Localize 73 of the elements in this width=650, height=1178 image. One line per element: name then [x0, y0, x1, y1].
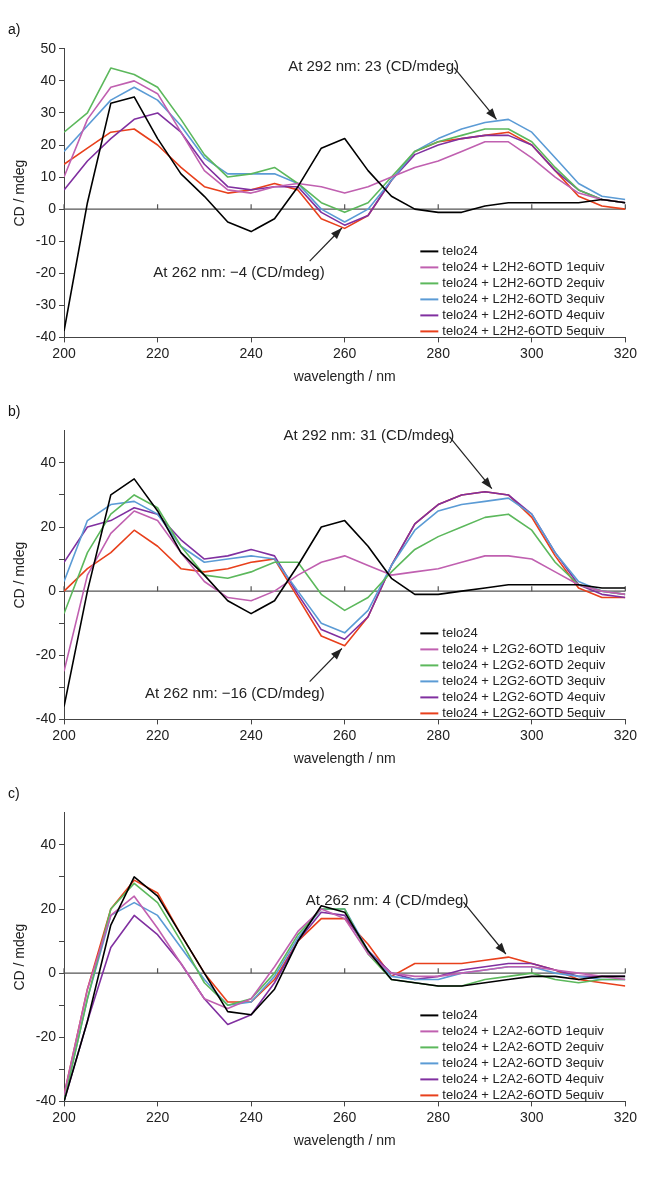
annotation: At 262 nm: −4 (CD/mdeg) — [153, 263, 325, 281]
x-tick-label: 260 — [333, 726, 357, 743]
y-tick-label: 0 — [48, 581, 57, 598]
y-axis-title: CD / mdeg — [11, 159, 28, 227]
x-tick-label: 300 — [520, 726, 544, 743]
x-tick-label: 220 — [145, 1108, 170, 1125]
x-tick-label: 200 — [52, 726, 76, 743]
legend-label: telo24 + L2H2-6OTD 4equiv — [442, 306, 606, 322]
legend-label: telo24 — [442, 242, 478, 258]
legend-label: telo24 + L2H2-6OTD 3equiv — [442, 290, 606, 306]
y-tick-label: -40 — [35, 328, 57, 345]
y-tick-label: -20 — [35, 264, 57, 281]
y-tick-label: 20 — [40, 899, 57, 916]
x-tick-label: 320 — [613, 726, 638, 743]
annotation: At 262 nm: −16 (CD/mdeg) — [145, 683, 325, 701]
y-axis-title: CD / mdeg — [11, 923, 28, 991]
x-tick-label: 260 — [333, 344, 357, 361]
legend-label: telo24 + L2H2-6OTD 2equiv — [442, 274, 606, 290]
chart-title: c) — [8, 785, 20, 802]
x-tick-label: 280 — [426, 1108, 451, 1125]
x-axis-title: wavelength / nm — [292, 1132, 396, 1149]
legend-label: telo24 + L2G2-6OTD 3equiv — [442, 672, 606, 688]
legend-label: telo24 — [442, 624, 478, 640]
x-axis-title: wavelength / nm — [292, 368, 396, 385]
x-tick-label: 280 — [426, 726, 451, 743]
y-tick-label: 40 — [40, 71, 57, 88]
legend-label: telo24 + L2A2-6OTD 3equiv — [442, 1054, 605, 1070]
y-tick-label: 0 — [48, 199, 57, 216]
x-tick-label: 240 — [239, 344, 264, 361]
legend-label: telo24 + L2A2-6OTD 2equiv — [442, 1038, 605, 1054]
y-tick-label: -40 — [35, 1092, 57, 1109]
legend-label: telo24 + L2H2-6OTD 5equiv — [442, 322, 606, 338]
x-tick-label: 200 — [52, 1108, 76, 1125]
y-tick-label: -20 — [35, 646, 57, 663]
annotation: At 292 nm: 31 (CD/mdeg) — [283, 425, 455, 443]
y-tick-label: -10 — [35, 232, 57, 249]
annotation: At 292 nm: 23 (CD/mdeg) — [288, 56, 460, 74]
y-tick-label: -30 — [35, 296, 57, 313]
legend-label: telo24 + L2G2-6OTD 5equiv — [442, 704, 606, 720]
x-tick-label: 320 — [613, 1108, 638, 1125]
y-tick-label: 0 — [48, 963, 57, 980]
x-tick-label: 240 — [239, 726, 264, 743]
x-tick-label: 240 — [239, 1108, 264, 1125]
y-tick-label: 50 — [40, 39, 57, 56]
y-tick-label: 40 — [40, 453, 57, 470]
y-axis-title: CD / mdeg — [11, 541, 28, 609]
legend-label: telo24 + L2G2-6OTD 1equiv — [442, 640, 606, 656]
x-tick-label: 300 — [520, 1108, 544, 1125]
legend-label: telo24 + L2A2-6OTD 5equiv — [442, 1086, 605, 1102]
y-tick-label: 20 — [40, 517, 57, 534]
x-tick-label: 220 — [145, 344, 170, 361]
y-tick-label: -20 — [35, 1028, 57, 1045]
x-axis-title: wavelength / nm — [292, 750, 396, 767]
x-tick-label: 260 — [333, 1108, 357, 1125]
x-tick-label: 280 — [426, 344, 451, 361]
y-tick-label: 30 — [40, 103, 57, 120]
y-tick-label: 40 — [40, 835, 57, 852]
x-tick-label: 320 — [613, 344, 638, 361]
x-tick-label: 220 — [145, 726, 170, 743]
legend-label: telo24 + L2A2-6OTD 4equiv — [442, 1070, 605, 1086]
chart-title: a) — [8, 21, 21, 38]
annotation: At 262 nm: 4 (CD/mdeg) — [305, 891, 469, 909]
y-tick-label: 20 — [40, 135, 57, 152]
x-tick-label: 200 — [52, 344, 76, 361]
legend-label: telo24 + L2G2-6OTD 4equiv — [442, 688, 606, 704]
legend-label: telo24 + L2H2-6OTD 1equiv — [442, 258, 606, 274]
chart-title: b) — [8, 403, 21, 420]
x-tick-label: 300 — [520, 344, 544, 361]
y-tick-label: -40 — [35, 710, 57, 727]
y-tick-label: 10 — [40, 167, 57, 184]
legend-label: telo24 + L2A2-6OTD 1equiv — [442, 1022, 605, 1038]
legend-label: telo24 + L2G2-6OTD 2equiv — [442, 656, 606, 672]
legend-label: telo24 — [442, 1006, 478, 1022]
